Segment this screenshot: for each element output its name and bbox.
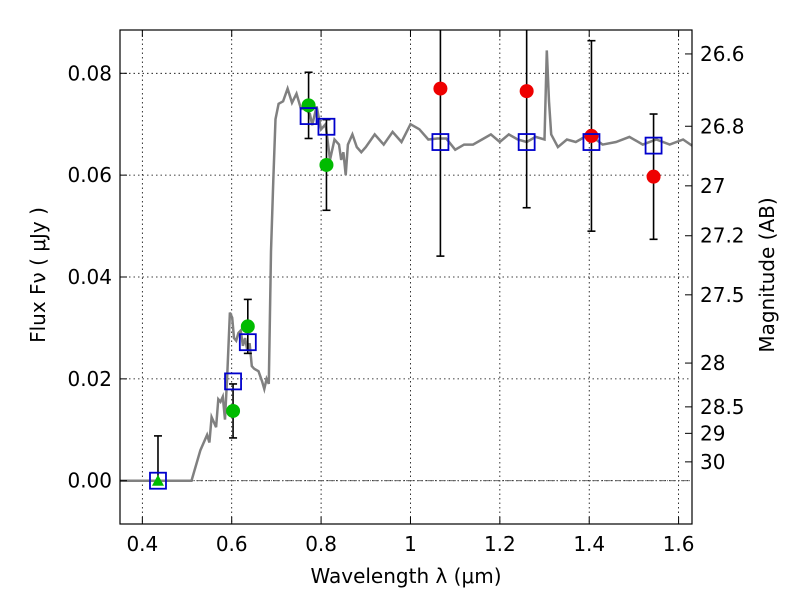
observed-points (151, 81, 661, 486)
x-tick-label-3: 1 (404, 532, 417, 556)
model-band-point-3 (299, 107, 318, 125)
model-spectrum-line (120, 50, 693, 482)
model-band-point-2 (238, 333, 257, 352)
model-band-point-6 (517, 133, 536, 151)
y-tick-label-2: 0.04 (67, 265, 112, 289)
model-spectrum-layer (120, 50, 693, 482)
y2-tick-label-6: 28.5 (700, 395, 745, 419)
red-point-3 (646, 169, 661, 184)
x-tick-label-4: 1.2 (484, 532, 516, 556)
model-band-point-8 (644, 136, 663, 155)
model-band-points (149, 107, 663, 490)
x-tick-label-0: 0.4 (126, 532, 158, 556)
y-axis-label: Flux Fν ( μJy ) (26, 207, 50, 343)
y-tick-label-4: 0.08 (67, 61, 112, 85)
model-band-point-1 (224, 372, 242, 391)
y2-tick-label-2: 27 (700, 174, 725, 198)
grid (120, 30, 692, 524)
y2-tick-label-7: 29 (700, 421, 725, 445)
y2-tick-label-1: 26.8 (700, 114, 745, 138)
y2-tick-label-3: 27.2 (700, 224, 745, 248)
y2-tick-label-5: 28 (700, 351, 725, 375)
x-tick-label-1: 0.6 (216, 532, 248, 556)
axis-ticks (120, 30, 692, 524)
red-point-2 (584, 128, 599, 143)
green-point-2 (240, 319, 255, 334)
model-band-point-7 (582, 133, 601, 151)
x-tick-labels: 0.4 0.6 0.8 1 1.2 1.4 1.6 (126, 532, 694, 556)
green-point-4 (319, 157, 334, 172)
model-band-point-5 (431, 133, 450, 151)
model-band-point-4 (317, 117, 336, 136)
y-tick-labels: 0.00 0.02 0.04 0.06 0.08 (67, 61, 112, 492)
green-point-1 (226, 403, 241, 418)
y2-tick-label-8: 30 (700, 450, 725, 474)
y-tick-label-1: 0.02 (67, 367, 112, 391)
y2-tick-labels: 26.6 26.8 27 27.2 27.5 28 28.529 30 (700, 42, 745, 474)
y-tick-label-0: 0.00 (67, 469, 112, 493)
green-point-0 (151, 474, 164, 486)
green-point-3 (301, 98, 316, 113)
x-tick-label-5: 1.4 (573, 532, 605, 556)
y2-tick-label-0: 26.6 (700, 42, 745, 66)
y2-tick-label-4: 27.5 (700, 283, 745, 307)
x-axis-label: Wavelength λ (μm) (310, 564, 501, 588)
y2-axis-label: Magnitude (AB) (755, 197, 779, 352)
x-tick-label-2: 0.8 (305, 532, 337, 556)
red-point-0 (433, 81, 448, 96)
y-tick-label-3: 0.06 (67, 163, 112, 187)
x-tick-label-6: 1.6 (663, 532, 695, 556)
model-band-point-0 (149, 471, 167, 490)
red-point-1 (519, 84, 534, 99)
